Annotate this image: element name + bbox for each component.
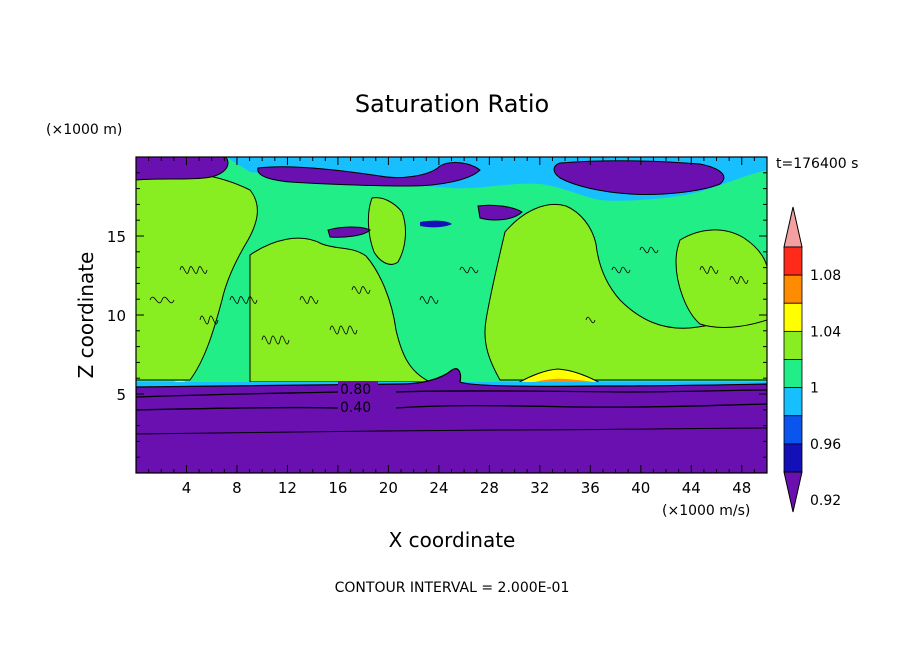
region-upper-dry-mid (257, 162, 481, 187)
colorbar-swatch (783, 274, 803, 304)
colorbar-label: 1.04 (810, 324, 841, 340)
x-tick-label: 4 (182, 479, 192, 497)
region-light-green-midleft (249, 237, 431, 383)
colorbar-label: 1 (810, 381, 819, 397)
colorbar-swatch (783, 302, 803, 332)
colorbar: 1.08 1.04 1 0.96 0.92 (783, 206, 841, 513)
colorbar-extend-max (783, 206, 803, 248)
y-unit-label: (×1000 m) (46, 122, 122, 138)
contour-scribbles (149, 246, 749, 345)
region-lower-dry-layer (136, 368, 767, 473)
colorbar-swatch (783, 359, 803, 389)
colorbar-label: 1.08 (810, 268, 841, 284)
x-tick-labels: 4 8 12 16 20 24 28 32 36 40 44 48 (182, 479, 752, 497)
y-tick-label: 15 (107, 228, 126, 246)
x-tick-label: 44 (682, 479, 701, 497)
region-upper-dry-right (553, 160, 725, 195)
chart-title: Saturation Ratio (355, 90, 549, 118)
colorbar-swatch (783, 387, 803, 417)
y-tick-labels: 5 10 15 (107, 228, 126, 404)
region-moist-peak-core (530, 378, 596, 383)
region-light-green-right (675, 229, 767, 328)
x-tick-label: 48 (732, 479, 751, 497)
colorbar-swatch (783, 330, 803, 360)
contour-line-0.80 (136, 389, 767, 398)
y-tick-label: 10 (107, 307, 126, 325)
colorbar-extend-min (783, 471, 803, 513)
x-tick-label: 32 (530, 479, 549, 497)
colorbar-swatch (783, 415, 803, 445)
x-unit-label: (×1000 m/s) (662, 503, 750, 519)
x-tick-label: 28 (480, 479, 499, 497)
region-upper-dry-small-3 (420, 220, 452, 228)
x-axis-label: X coordinate (389, 528, 516, 552)
contour-line-low (136, 427, 767, 435)
region-upper-dry-left (136, 157, 229, 181)
region-light-green-left (136, 170, 258, 381)
footer-note: CONTOUR INTERVAL = 2.000E-01 (335, 580, 570, 596)
contour-label: 0.80 (340, 382, 371, 398)
region-light-green-center (484, 204, 767, 381)
region-light-green-mid (367, 197, 406, 265)
contour-field (136, 157, 767, 473)
y-tick-label: 5 (116, 386, 126, 404)
time-label: t=176400 s (776, 156, 858, 172)
x-tick-label: 20 (379, 479, 398, 497)
x-tick-label: 12 (278, 479, 297, 497)
x-tick-label: 36 (581, 479, 600, 497)
region-upper-dry-small-1 (327, 226, 371, 238)
x-tick-label: 16 (328, 479, 347, 497)
axis-ticks (136, 157, 767, 473)
x-tick-label: 8 (232, 479, 242, 497)
x-tick-label: 40 (631, 479, 650, 497)
contour-label: 0.40 (340, 400, 371, 416)
x-tick-label: 24 (429, 479, 448, 497)
colorbar-label: 0.96 (810, 437, 841, 453)
colorbar-swatch (783, 443, 803, 473)
colorbar-label: 0.92 (810, 493, 841, 509)
region-moist-peak (516, 368, 602, 384)
contour-line-0.40 (136, 403, 767, 411)
colorbar-swatch (783, 246, 803, 276)
region-upper-dry-small-2 (477, 204, 523, 221)
y-axis-label: Z coordinate (74, 252, 98, 379)
